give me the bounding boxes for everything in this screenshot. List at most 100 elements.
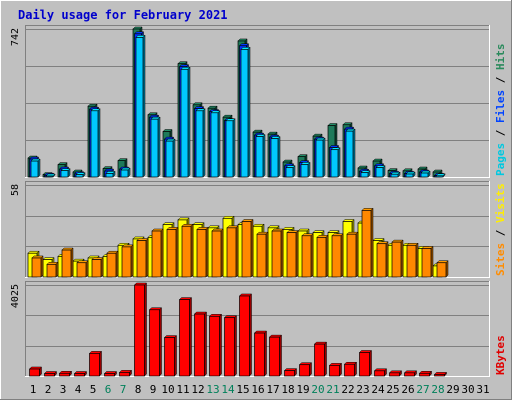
bar: [271, 230, 282, 278]
bar: [346, 233, 357, 278]
series-pages: [30, 34, 446, 178]
bar: [344, 363, 355, 377]
bar: [406, 244, 417, 278]
bar: [389, 372, 400, 377]
y-max-label: 4025: [10, 284, 21, 308]
bar: [331, 235, 342, 278]
bar: [360, 172, 369, 178]
day-label: 10: [161, 383, 174, 396]
series-label: KBytes: [494, 335, 507, 375]
series-label-part: /: [494, 223, 507, 243]
bar: [196, 229, 207, 278]
bar: [134, 284, 145, 377]
bar: [241, 221, 252, 278]
bar: [420, 172, 429, 178]
bar: [375, 167, 384, 178]
bar: [359, 352, 370, 377]
series-label-part: /: [494, 123, 507, 143]
bar: [421, 248, 432, 278]
day-label: 25: [386, 383, 399, 396]
panel-3: 4025 KBytes: [10, 281, 507, 377]
day-label: 3: [60, 383, 67, 396]
chart-panels: 742 Pages / Files / Hits 58 Sites / Visits 4…: [10, 25, 507, 377]
bar: [391, 241, 402, 278]
day-label: 8: [135, 383, 142, 396]
bar: [316, 236, 327, 278]
day-label: 12: [191, 383, 204, 396]
bar: [181, 225, 192, 278]
bar: [284, 370, 295, 377]
bar: [31, 257, 42, 278]
bar: [195, 110, 204, 178]
chart-title: Daily usage for February 2021: [18, 8, 228, 22]
day-label: 30: [461, 383, 474, 396]
bar: [76, 262, 87, 278]
bar: [435, 175, 444, 178]
bar: [270, 138, 279, 178]
bar: [256, 233, 267, 278]
bar: [30, 160, 39, 178]
bar: [285, 167, 294, 178]
bar: [121, 246, 132, 278]
y-max-label: 58: [10, 184, 21, 196]
day-label: 13: [206, 383, 219, 396]
bar: [225, 120, 234, 178]
series-label-part: KBytes: [494, 335, 507, 375]
bar: [404, 372, 415, 377]
series-label-part: Files: [494, 90, 507, 123]
day-label: 31: [476, 383, 489, 396]
bar: [390, 173, 399, 178]
bar: [89, 353, 100, 377]
bar: [226, 227, 237, 278]
bar: [149, 309, 160, 377]
series-label-part: /: [494, 70, 507, 90]
bar: [224, 317, 235, 377]
series-kbytes: [28, 282, 448, 377]
bar: [136, 240, 147, 278]
bar: [374, 370, 385, 377]
day-label: 24: [371, 383, 385, 396]
bar: [345, 130, 354, 178]
bar: [209, 315, 220, 377]
bar: [299, 364, 310, 377]
bar: [166, 229, 177, 278]
bar: [211, 230, 222, 278]
series-sites: [31, 207, 449, 278]
day-label: 9: [150, 383, 157, 396]
bar: [165, 140, 174, 178]
bar: [239, 295, 250, 377]
bar: [104, 373, 115, 377]
day-label: 2: [45, 383, 52, 396]
bar: [164, 337, 175, 377]
bar: [59, 372, 70, 377]
day-label: 23: [356, 383, 369, 396]
bar: [194, 313, 205, 377]
day-label: 17: [266, 383, 279, 396]
day-label: 15: [236, 383, 249, 396]
series-label-part: Hits: [494, 44, 507, 71]
day-label: 6: [105, 383, 112, 396]
bar: [314, 343, 325, 377]
bar: [210, 112, 219, 178]
bar: [29, 368, 40, 377]
day-label: 27: [416, 383, 429, 396]
day-label: 5: [90, 383, 97, 396]
bar: [75, 174, 84, 178]
series-label-part: Sites: [494, 243, 507, 276]
panel-1: 742 Pages / Files / Hits: [10, 25, 507, 178]
x-axis-day-labels: 1 2 3 4 5 6 7 8 9 10 11 12 13 14 15 16 17 18 19 20 21 22 23 24 2…: [30, 383, 490, 396]
bar: [329, 365, 340, 377]
bar: [419, 372, 430, 377]
bar: [405, 173, 414, 178]
day-label: 26: [401, 383, 414, 396]
bar: [150, 118, 159, 178]
bar: [91, 259, 102, 278]
day-label: 14: [221, 383, 235, 396]
panel-2: 58 Sites / Visits: [10, 181, 507, 278]
bar: [315, 139, 324, 178]
bar: [105, 173, 114, 178]
day-label: 11: [176, 383, 189, 396]
bar: [44, 373, 55, 377]
bar: [135, 37, 144, 178]
day-label: 29: [446, 383, 459, 396]
